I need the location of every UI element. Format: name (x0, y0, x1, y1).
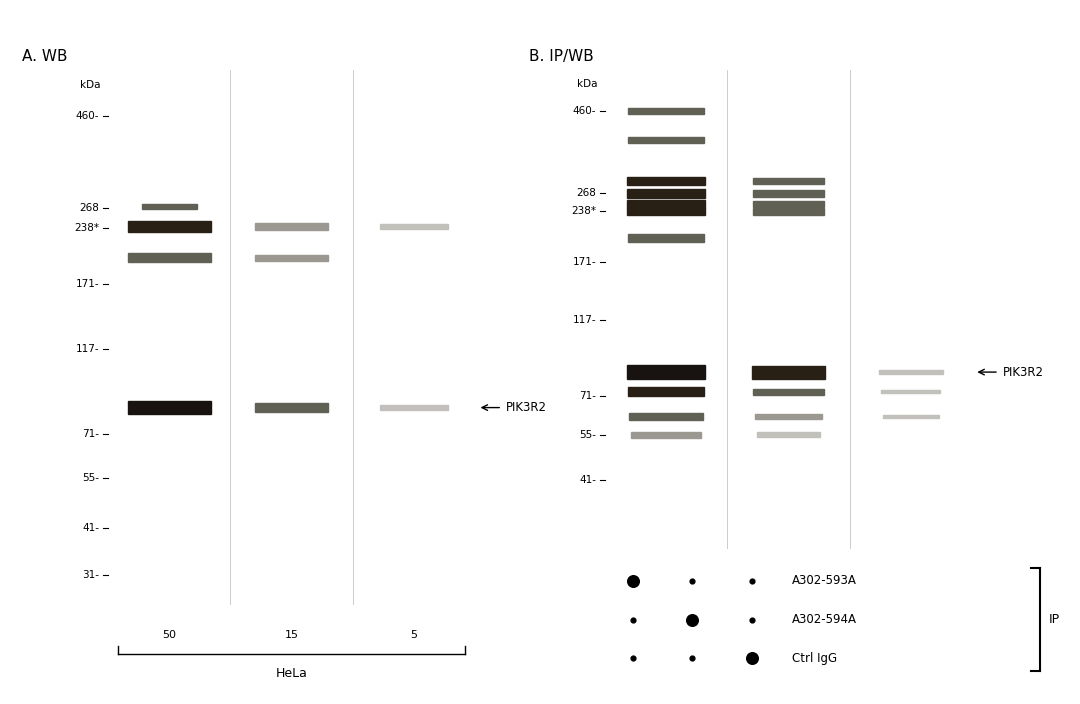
Bar (755, 414, 822, 419)
Text: 171-: 171- (572, 257, 596, 267)
Bar (626, 189, 705, 198)
Text: PIK3R2: PIK3R2 (1002, 365, 1043, 379)
Bar (629, 387, 704, 396)
Text: kDa: kDa (577, 79, 597, 89)
Text: A. WB: A. WB (22, 49, 67, 64)
Bar (255, 403, 328, 412)
Bar (127, 253, 211, 262)
Bar (752, 365, 825, 379)
Bar (881, 390, 941, 394)
Text: 268: 268 (80, 203, 99, 213)
Text: 117-: 117- (76, 344, 99, 354)
Bar (757, 432, 820, 437)
Point (684, 614, 701, 625)
Bar (879, 370, 943, 375)
Bar (753, 389, 824, 395)
Text: 41-: 41- (579, 474, 596, 484)
Text: Ctrl IgG: Ctrl IgG (792, 652, 837, 665)
Text: 117-: 117- (572, 315, 596, 325)
Bar (255, 255, 328, 260)
Text: 50: 50 (162, 629, 176, 639)
Text: 71-: 71- (82, 429, 99, 439)
Text: HeLa: HeLa (275, 667, 308, 680)
Bar (626, 365, 705, 379)
Text: A302-594A: A302-594A (792, 613, 856, 626)
Text: 238*: 238* (75, 223, 99, 233)
Text: PIK3R2: PIK3R2 (505, 401, 546, 414)
Bar (626, 200, 705, 208)
Text: 55-: 55- (579, 430, 596, 440)
Point (624, 614, 642, 625)
Text: 171-: 171- (76, 279, 99, 289)
Text: 5: 5 (410, 629, 418, 639)
Bar (626, 208, 705, 215)
Bar (380, 406, 448, 410)
Bar (630, 413, 703, 420)
Bar (127, 401, 211, 414)
Point (684, 575, 701, 586)
Bar (753, 190, 824, 196)
Bar (629, 234, 704, 241)
Bar (629, 137, 704, 143)
Text: 15: 15 (285, 629, 298, 639)
Text: 460-: 460- (76, 111, 99, 120)
Bar (380, 225, 448, 229)
Bar (631, 432, 702, 438)
Point (743, 575, 760, 586)
Point (743, 614, 760, 625)
Point (684, 653, 701, 664)
Point (624, 653, 642, 664)
Text: 238*: 238* (571, 206, 596, 216)
Bar (255, 223, 328, 230)
Text: 41-: 41- (82, 523, 99, 533)
Text: 71-: 71- (579, 391, 596, 401)
Text: B. IP/WB: B. IP/WB (529, 49, 594, 64)
Text: 268: 268 (577, 188, 596, 199)
Bar (753, 178, 824, 184)
Bar (141, 204, 197, 209)
Text: kDa: kDa (80, 80, 100, 90)
Bar (127, 221, 211, 232)
Text: A302-593A: A302-593A (792, 574, 856, 587)
Bar (753, 208, 824, 215)
Bar (882, 415, 939, 418)
Bar (753, 201, 824, 207)
Point (743, 653, 760, 664)
Text: 31-: 31- (82, 570, 99, 581)
Text: 55-: 55- (82, 472, 99, 483)
Text: 460-: 460- (572, 106, 596, 116)
Bar (626, 177, 705, 185)
Text: IP: IP (1049, 613, 1061, 626)
Bar (629, 108, 704, 114)
Point (624, 575, 642, 586)
